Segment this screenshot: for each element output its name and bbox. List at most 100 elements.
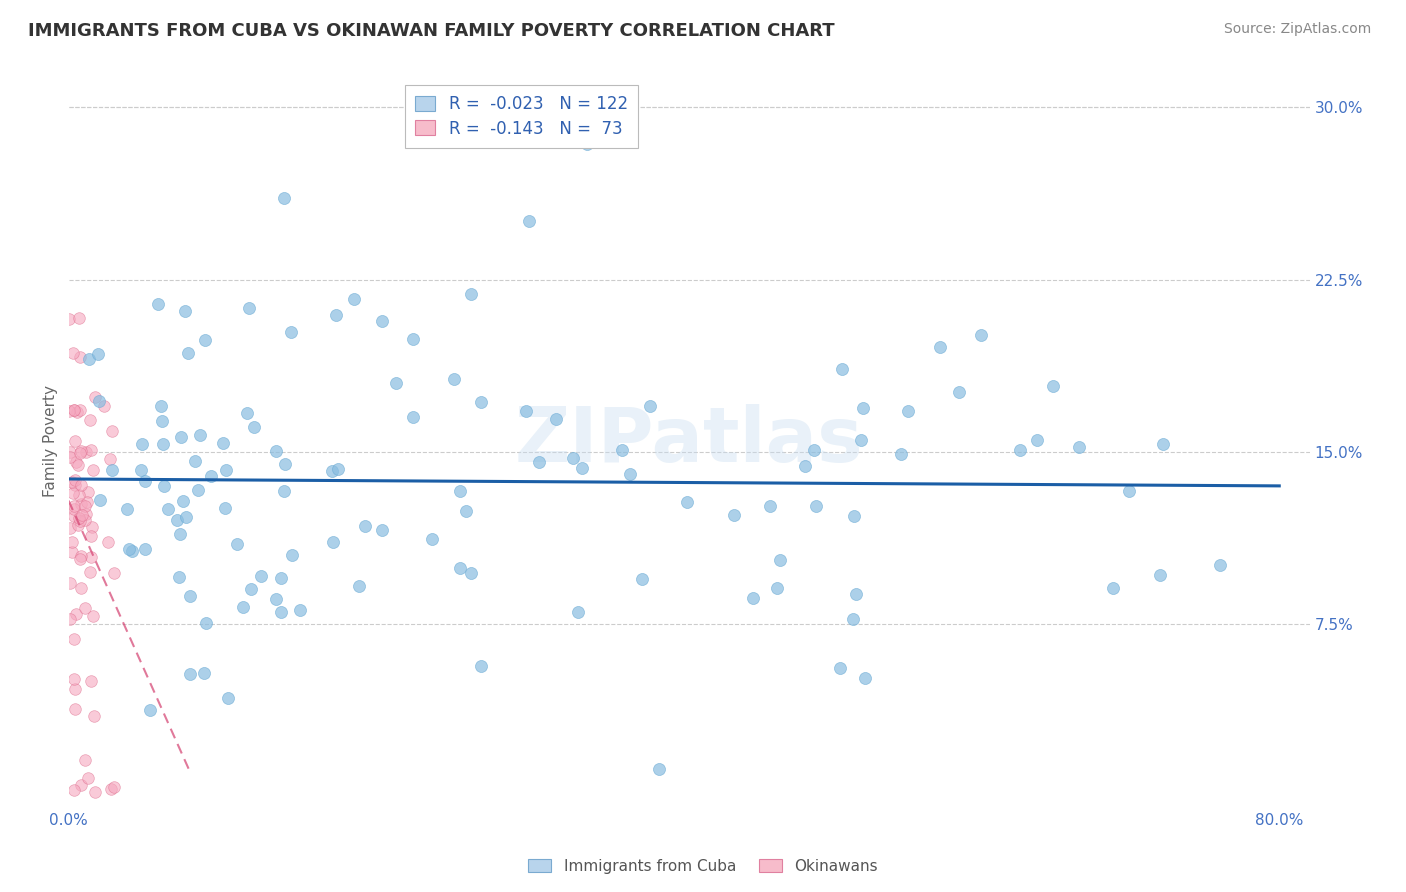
Point bbox=[62, 346, 84, 360]
Point bbox=[166, 513, 188, 527]
Point bbox=[443, 372, 465, 386]
Point bbox=[172, 494, 194, 508]
Point bbox=[612, 442, 634, 457]
Point bbox=[193, 666, 215, 681]
Point bbox=[456, 504, 478, 518]
Point bbox=[179, 667, 201, 681]
Point bbox=[75, 753, 97, 767]
Point bbox=[571, 461, 593, 475]
Point bbox=[79, 565, 101, 579]
Point bbox=[169, 570, 191, 584]
Point bbox=[93, 399, 115, 413]
Point bbox=[794, 459, 817, 474]
Point bbox=[157, 501, 180, 516]
Point bbox=[235, 406, 257, 420]
Point bbox=[232, 599, 254, 614]
Point bbox=[69, 445, 91, 459]
Point bbox=[1042, 379, 1064, 393]
Point bbox=[723, 508, 745, 523]
Point bbox=[67, 518, 90, 533]
Point bbox=[69, 514, 91, 528]
Point bbox=[63, 473, 86, 487]
Point bbox=[1118, 484, 1140, 499]
Point bbox=[842, 508, 865, 523]
Point bbox=[69, 350, 91, 364]
Point bbox=[150, 399, 173, 413]
Point bbox=[460, 566, 482, 581]
Point bbox=[129, 462, 152, 476]
Point bbox=[67, 311, 90, 326]
Point bbox=[576, 136, 599, 151]
Point bbox=[131, 437, 153, 451]
Point bbox=[766, 581, 789, 595]
Point bbox=[63, 478, 86, 492]
Point bbox=[73, 499, 96, 513]
Point bbox=[890, 447, 912, 461]
Text: IMMIGRANTS FROM CUBA VS OKINAWAN FAMILY POVERTY CORRELATION CHART: IMMIGRANTS FROM CUBA VS OKINAWAN FAMILY … bbox=[28, 22, 835, 40]
Point bbox=[325, 309, 347, 323]
Point bbox=[121, 544, 143, 558]
Point bbox=[58, 311, 80, 326]
Point bbox=[69, 552, 91, 566]
Point bbox=[69, 478, 91, 492]
Point bbox=[214, 500, 236, 515]
Point bbox=[86, 347, 108, 361]
Point bbox=[830, 661, 852, 675]
Point bbox=[115, 501, 138, 516]
Point bbox=[853, 671, 876, 685]
Point bbox=[188, 428, 211, 442]
Point bbox=[1149, 568, 1171, 582]
Point bbox=[527, 455, 550, 469]
Point bbox=[174, 510, 197, 524]
Point bbox=[80, 529, 103, 543]
Point bbox=[562, 450, 585, 465]
Point bbox=[270, 605, 292, 619]
Point bbox=[769, 553, 792, 567]
Point bbox=[69, 778, 91, 792]
Point bbox=[274, 457, 297, 471]
Point bbox=[266, 443, 288, 458]
Point bbox=[170, 430, 193, 444]
Point bbox=[59, 612, 82, 626]
Point bbox=[65, 607, 87, 621]
Point bbox=[59, 575, 82, 590]
Point bbox=[470, 659, 492, 673]
Point bbox=[280, 325, 302, 339]
Point bbox=[273, 483, 295, 498]
Point bbox=[83, 390, 105, 404]
Point bbox=[288, 603, 311, 617]
Point bbox=[194, 333, 217, 347]
Point bbox=[63, 702, 86, 716]
Point bbox=[63, 499, 86, 513]
Point bbox=[176, 345, 198, 359]
Point bbox=[449, 483, 471, 498]
Point bbox=[321, 464, 343, 478]
Point bbox=[928, 340, 950, 354]
Point bbox=[460, 286, 482, 301]
Point bbox=[63, 632, 86, 647]
Point bbox=[97, 535, 120, 549]
Point bbox=[139, 703, 162, 717]
Point bbox=[852, 401, 875, 415]
Point bbox=[804, 499, 827, 513]
Point bbox=[82, 463, 104, 477]
Point bbox=[179, 589, 201, 603]
Point bbox=[273, 191, 295, 205]
Point bbox=[638, 399, 661, 413]
Point bbox=[65, 405, 87, 419]
Point bbox=[101, 463, 124, 477]
Point bbox=[63, 782, 86, 797]
Point bbox=[648, 762, 671, 776]
Point bbox=[226, 536, 249, 550]
Point bbox=[212, 436, 235, 450]
Point bbox=[73, 601, 96, 615]
Point bbox=[63, 681, 86, 696]
Point bbox=[851, 433, 873, 447]
Point bbox=[970, 328, 993, 343]
Point bbox=[62, 502, 84, 516]
Point bbox=[62, 485, 84, 500]
Point bbox=[187, 483, 209, 497]
Point bbox=[402, 410, 425, 425]
Point bbox=[82, 608, 104, 623]
Point bbox=[66, 458, 89, 473]
